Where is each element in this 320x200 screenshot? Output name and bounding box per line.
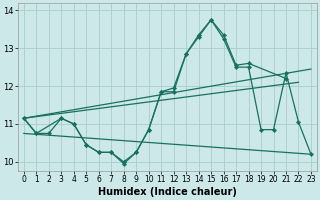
X-axis label: Humidex (Indice chaleur): Humidex (Indice chaleur) <box>98 187 237 197</box>
